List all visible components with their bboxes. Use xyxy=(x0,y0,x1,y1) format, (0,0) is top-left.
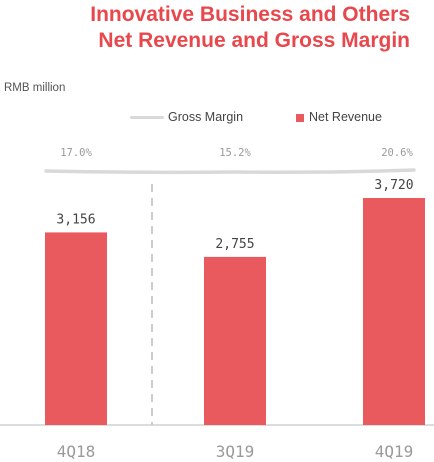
chart-title-line-2: Net Revenue and Gross Margin xyxy=(98,29,410,52)
gross-margin-label: 20.6% xyxy=(381,147,413,159)
revenue-label: 2,755 xyxy=(215,237,254,252)
legend-bar-swatch xyxy=(296,113,304,122)
chart-title-line-1: Innovative Business and Others xyxy=(90,3,410,26)
revenue-bar xyxy=(45,232,107,425)
category-label: 4Q18 xyxy=(57,442,96,461)
category-label: 3Q19 xyxy=(216,442,255,461)
unit-label: RMB million xyxy=(4,82,66,94)
revenue-label: 3,156 xyxy=(56,212,95,227)
legend-net-revenue: Net Revenue xyxy=(296,110,382,124)
revenue-bar xyxy=(363,198,425,425)
revenue-bar xyxy=(204,256,266,425)
revenue-label: 3,720 xyxy=(374,178,413,193)
legend-line-swatch xyxy=(130,116,164,120)
chart-title: Innovative Business and Others Net Reven… xyxy=(90,2,410,54)
gross-margin-label: 17.0% xyxy=(60,147,92,159)
gross-margin-label: 15.2% xyxy=(219,147,251,159)
legend-gross-margin: Gross Margin xyxy=(130,110,243,124)
legend-net-revenue-label: Net Revenue xyxy=(309,110,382,124)
category-label: 4Q19 xyxy=(375,442,414,461)
legend-gross-margin-label: Gross Margin xyxy=(168,110,244,124)
gross-margin-line xyxy=(44,168,416,175)
